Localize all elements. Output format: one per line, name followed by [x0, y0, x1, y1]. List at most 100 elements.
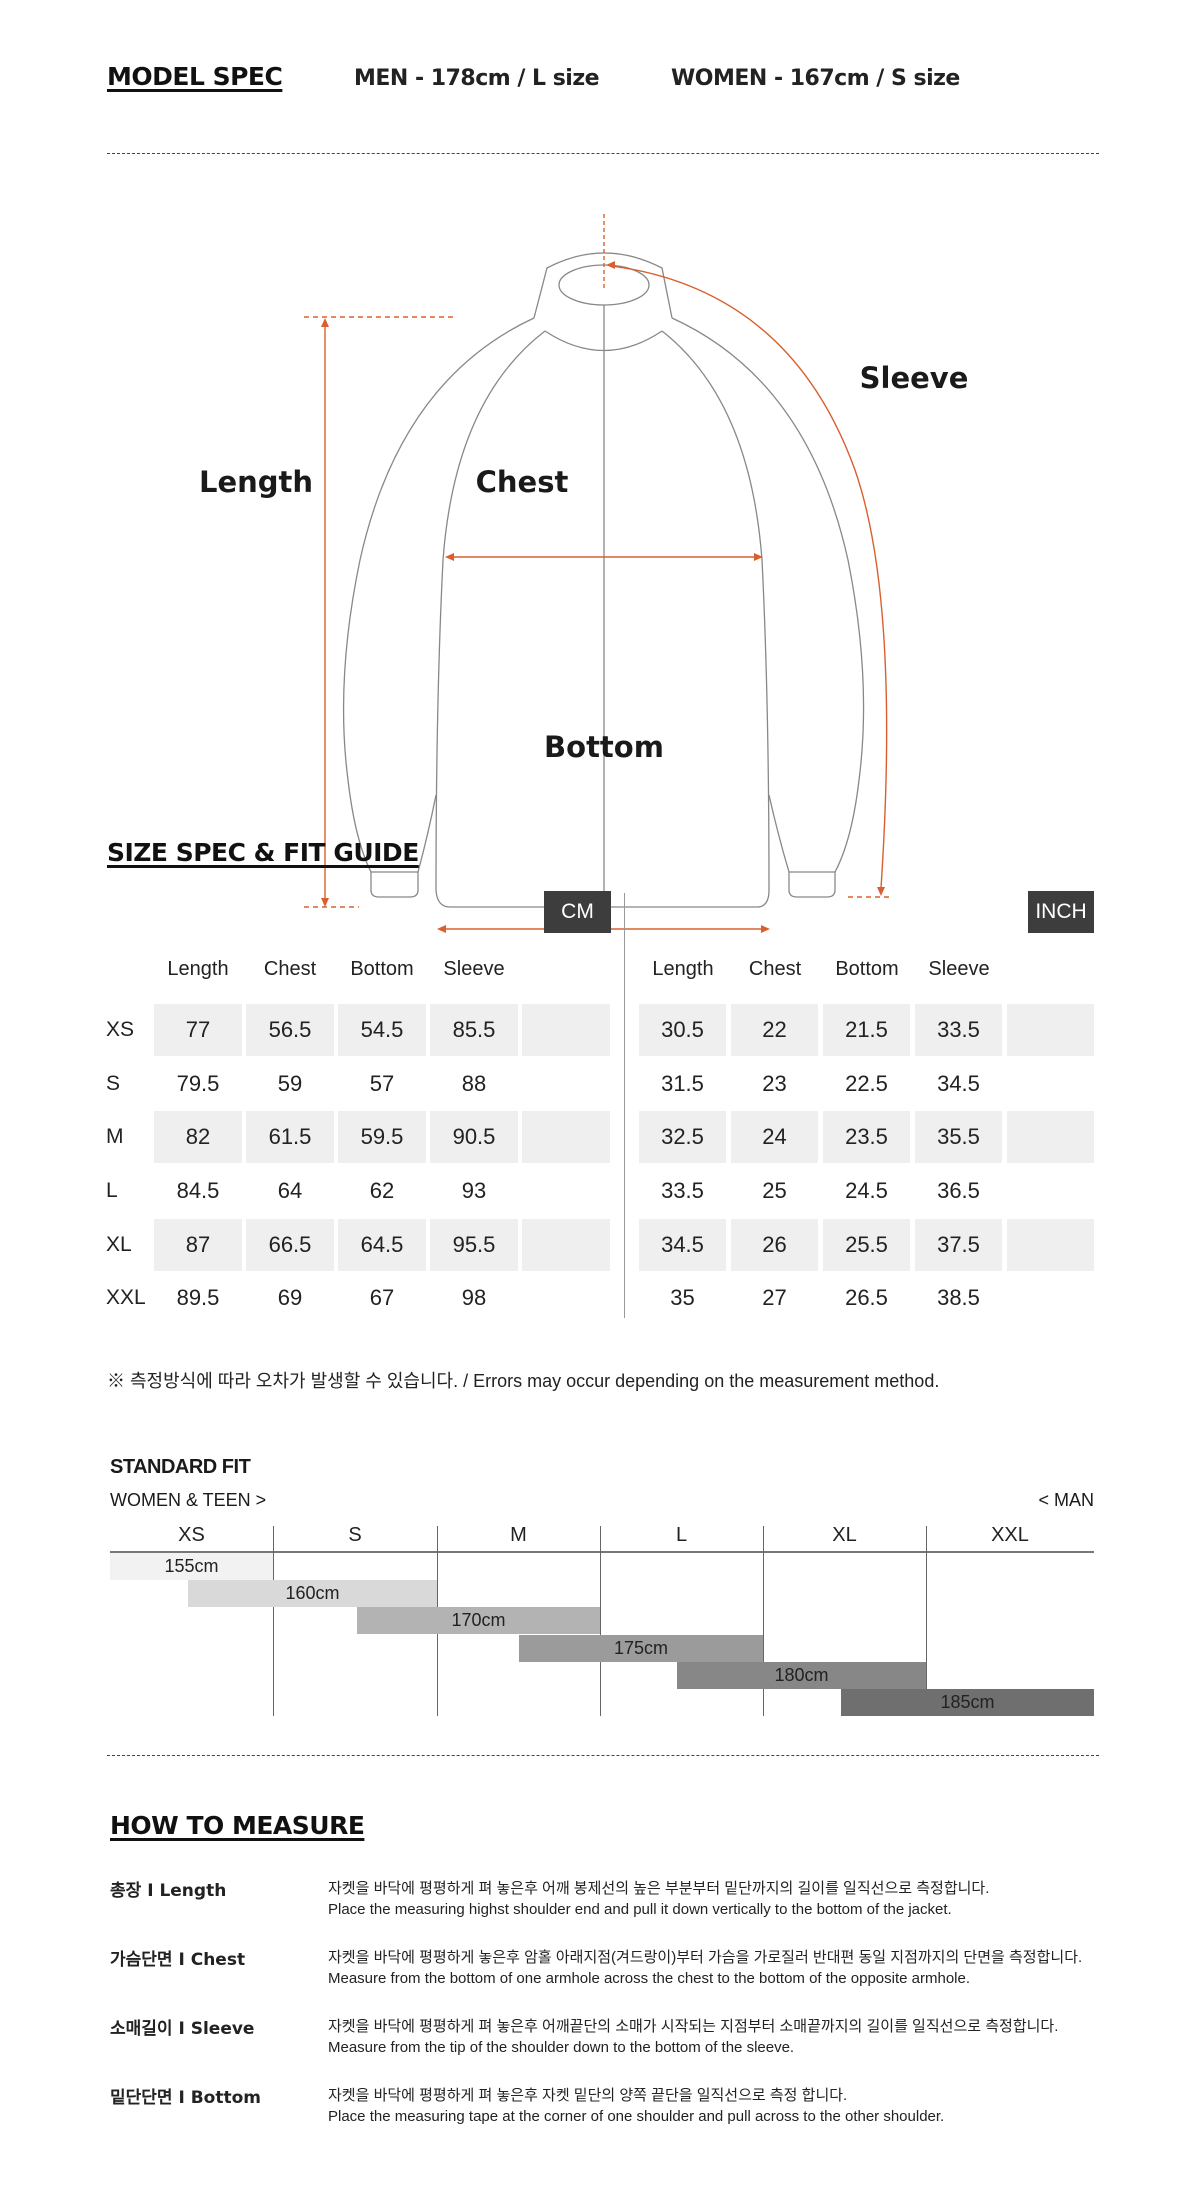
cm-cell: 69 [277, 1285, 303, 1310]
divider [107, 1755, 1099, 1756]
cm-cell: 87 [154, 1219, 242, 1271]
cm-cell: 77 [154, 1004, 242, 1056]
inch-cell: 30.5 [639, 1004, 726, 1056]
cm-empty-cell [522, 1272, 610, 1324]
fit-size-header: S [348, 1524, 362, 1546]
cm-cell: 98 [461, 1285, 487, 1310]
size-row-label: XL [106, 1233, 132, 1256]
cm-cell: 95.5 [430, 1219, 518, 1271]
inch-empty-cell [1007, 1272, 1094, 1324]
standard-fit-title: STANDARD FIT [110, 1456, 251, 1478]
collar [533, 252, 673, 319]
fit-column-divider [273, 1526, 274, 1716]
model-spec-women: WOMEN - 167cm / S size [671, 66, 960, 91]
cm-cell: 59 [277, 1071, 303, 1096]
inch-cell: 24 [731, 1111, 818, 1163]
size-row-label: L [106, 1179, 118, 1202]
inch-cell: 38.5 [937, 1285, 980, 1310]
fit-column-divider [926, 1526, 927, 1716]
measure-desc-en: Measure from the bottom of one armhole a… [328, 1970, 971, 1987]
inch-cell: 36.5 [937, 1178, 980, 1203]
cm-cell: 84.5 [176, 1178, 220, 1203]
inch-column-header: Length [652, 958, 714, 980]
jacket-diagram: Length Chest Sleeve Bottom [199, 214, 969, 933]
left-sleeve-inner [417, 794, 437, 873]
inch-cell: 23 [762, 1071, 787, 1096]
inch-column-header: Chest [748, 958, 802, 980]
table-divider [624, 893, 625, 1318]
cm-cell: 62 [369, 1178, 395, 1203]
size-row-label: XS [106, 1018, 135, 1041]
inch-cell: 25.5 [823, 1219, 910, 1271]
divider [107, 153, 1099, 154]
cm-cell: 88 [461, 1071, 487, 1096]
inch-cell: 35.5 [915, 1111, 1002, 1163]
cm-cell: 89.5 [176, 1285, 220, 1310]
how-to-measure-title: HOW TO MEASURE [110, 1811, 365, 1840]
size-row-label: XXL [106, 1286, 146, 1309]
inch-empty-cell [1007, 1058, 1094, 1110]
inch-cell: 32.5 [639, 1111, 726, 1163]
inch-cell: 27 [762, 1285, 787, 1310]
inch-unit-badge: INCH [1028, 891, 1094, 933]
left-cuff [370, 871, 419, 898]
cm-cell: 82 [154, 1111, 242, 1163]
model-spec-title: MODEL SPEC [107, 62, 283, 91]
inch-cell: 37.5 [915, 1219, 1002, 1271]
label-sleeve: Sleeve [860, 361, 969, 395]
cm-empty-cell [522, 1004, 610, 1056]
sleeve-arrow [611, 265, 888, 889]
women-teen-label: WOMEN & TEEN > [110, 1490, 267, 1510]
fit-size-header: XL [832, 1524, 857, 1546]
cm-cell: 64 [277, 1178, 303, 1203]
cm-column-header: Chest [263, 958, 317, 980]
cm-empty-cell [522, 1058, 610, 1110]
measure-label: 소매길이 I Sleeve [110, 2019, 255, 2039]
cm-cell: 54.5 [338, 1004, 426, 1056]
label-length: Length [199, 465, 313, 499]
cm-cell: 57 [369, 1071, 395, 1096]
cm-cell: 79.5 [176, 1071, 220, 1096]
cm-cell: 64.5 [338, 1219, 426, 1271]
measure-desc-ko: 자켓을 바닥에 평평하게 펴 놓은후 어깨끝단의 소매가 시작되는 지점부터 소… [328, 2018, 1059, 2035]
inch-cell: 26.5 [845, 1285, 888, 1310]
measurement-note: ※ 측정방식에 따라 오차가 발생할 수 있습니다. / Errors may … [107, 1371, 940, 1391]
size-row-label: M [106, 1125, 124, 1148]
fit-height-bar: 160cm [188, 1580, 437, 1607]
cm-empty-cell [522, 1219, 610, 1271]
right-sleeve [671, 317, 865, 873]
inch-cell: 31.5 [661, 1071, 704, 1096]
cm-column-header: Bottom [350, 958, 414, 980]
fit-height-bar: 155cm [110, 1553, 273, 1580]
right-cuff [788, 871, 836, 898]
cm-column-header: Length [167, 958, 229, 980]
measure-desc-ko: 자켓을 바닥에 평평하게 펴 놓은후 자켓 밑단의 양쪽 끝단을 일직선으로 측… [328, 2087, 848, 2104]
inch-column-header: Sleeve [928, 958, 990, 980]
label-chest: Chest [476, 465, 569, 499]
cm-cell: 56.5 [246, 1004, 334, 1056]
cm-empty-cell [522, 1165, 610, 1217]
cm-cell: 59.5 [338, 1111, 426, 1163]
inch-cell: 26 [731, 1219, 818, 1271]
measure-label: 가슴단면 I Chest [110, 1950, 246, 1970]
inch-empty-cell [1007, 1165, 1094, 1217]
cm-empty-cell [522, 1111, 610, 1163]
fit-size-header: XS [178, 1524, 205, 1546]
inch-cell: 35 [670, 1285, 695, 1310]
measure-desc-ko: 자켓을 바닥에 평평하게 놓은후 암홀 아래지점(겨드랑이)부터 가슴을 가로질… [328, 1949, 1083, 1966]
fit-height-bar: 180cm [677, 1662, 926, 1689]
inch-cell: 34.5 [937, 1071, 980, 1096]
inch-cell: 24.5 [845, 1178, 888, 1203]
fit-column-divider [600, 1526, 601, 1716]
size-row-label: S [106, 1072, 121, 1095]
inch-cell: 23.5 [823, 1111, 910, 1163]
fit-header-line [110, 1551, 1094, 1553]
inch-cell: 34.5 [639, 1219, 726, 1271]
size-spec-title: SIZE SPEC & FIT GUIDE [107, 838, 419, 867]
measurement-lines [304, 214, 893, 933]
cm-cell: 67 [369, 1285, 395, 1310]
cm-cell: 66.5 [246, 1219, 334, 1271]
fit-height-bar: 185cm [841, 1689, 1094, 1716]
measure-label: 밑단단면 I Bottom [110, 2088, 262, 2108]
cm-cell: 90.5 [430, 1111, 518, 1163]
